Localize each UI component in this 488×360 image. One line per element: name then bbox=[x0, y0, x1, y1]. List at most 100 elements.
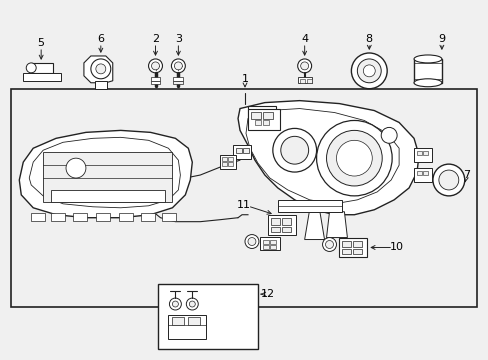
Bar bbox=[247, 105, 275, 125]
Bar bbox=[270, 227, 279, 231]
Bar bbox=[222, 157, 226, 161]
Text: 12: 12 bbox=[260, 289, 274, 299]
Circle shape bbox=[171, 59, 185, 73]
Polygon shape bbox=[238, 100, 418, 215]
Bar bbox=[413, 59, 441, 83]
Bar bbox=[263, 121, 268, 125]
Circle shape bbox=[438, 170, 458, 190]
Bar bbox=[247, 109, 279, 130]
Bar bbox=[281, 218, 290, 225]
Bar bbox=[31, 63, 53, 73]
Bar bbox=[96, 213, 109, 221]
Bar bbox=[299, 79, 304, 83]
Circle shape bbox=[172, 301, 178, 307]
Circle shape bbox=[326, 130, 382, 186]
Bar bbox=[236, 148, 242, 153]
Bar bbox=[342, 240, 351, 247]
Ellipse shape bbox=[413, 79, 441, 87]
Circle shape bbox=[151, 62, 159, 70]
Circle shape bbox=[432, 164, 464, 196]
Circle shape bbox=[96, 64, 105, 74]
Bar bbox=[353, 249, 362, 255]
Bar bbox=[413, 168, 431, 182]
Text: 2: 2 bbox=[152, 34, 159, 44]
Bar bbox=[95, 81, 106, 89]
Circle shape bbox=[186, 298, 198, 310]
Bar bbox=[416, 151, 421, 155]
Bar bbox=[11, 89, 476, 307]
Circle shape bbox=[336, 140, 371, 176]
Polygon shape bbox=[304, 210, 324, 239]
Circle shape bbox=[244, 235, 258, 248]
Text: 6: 6 bbox=[97, 34, 104, 44]
Bar bbox=[158, 284, 257, 349]
Bar bbox=[277, 200, 342, 212]
Text: 3: 3 bbox=[175, 34, 182, 44]
Circle shape bbox=[26, 63, 36, 73]
Text: 5: 5 bbox=[38, 38, 44, 48]
Circle shape bbox=[325, 240, 333, 248]
Text: 7: 7 bbox=[462, 170, 469, 180]
Bar bbox=[422, 171, 427, 175]
Circle shape bbox=[91, 59, 111, 79]
Text: 1: 1 bbox=[241, 74, 248, 84]
Bar bbox=[162, 213, 176, 221]
Bar bbox=[141, 213, 154, 221]
Polygon shape bbox=[29, 137, 180, 208]
Bar bbox=[260, 237, 279, 251]
Bar bbox=[297, 77, 311, 83]
Bar bbox=[168, 315, 206, 339]
Circle shape bbox=[363, 65, 374, 77]
Bar bbox=[306, 79, 311, 83]
Circle shape bbox=[316, 121, 391, 196]
Bar bbox=[173, 81, 183, 84]
Bar bbox=[31, 213, 45, 221]
Bar bbox=[73, 213, 87, 221]
Circle shape bbox=[381, 127, 396, 143]
Circle shape bbox=[357, 59, 381, 83]
Circle shape bbox=[148, 59, 162, 73]
Text: 9: 9 bbox=[437, 34, 445, 44]
Bar bbox=[220, 155, 236, 169]
Bar bbox=[413, 148, 431, 162]
Bar bbox=[119, 213, 132, 221]
Circle shape bbox=[322, 238, 336, 251]
Text: 8: 8 bbox=[365, 34, 372, 44]
Bar bbox=[23, 73, 61, 81]
Bar bbox=[227, 162, 233, 166]
Bar bbox=[233, 145, 250, 159]
Polygon shape bbox=[326, 212, 346, 238]
Bar bbox=[263, 246, 268, 249]
Bar bbox=[342, 249, 351, 255]
Bar bbox=[150, 77, 160, 81]
Circle shape bbox=[297, 59, 311, 73]
Bar bbox=[339, 238, 366, 257]
Bar bbox=[267, 215, 295, 235]
Bar bbox=[422, 151, 427, 155]
Bar bbox=[188, 317, 200, 325]
Bar bbox=[51, 190, 165, 202]
Bar bbox=[222, 162, 226, 166]
Bar bbox=[269, 246, 275, 249]
Circle shape bbox=[280, 136, 308, 164]
Circle shape bbox=[174, 62, 182, 70]
Text: 10: 10 bbox=[389, 243, 403, 252]
Bar bbox=[353, 240, 362, 247]
Bar bbox=[416, 171, 421, 175]
Polygon shape bbox=[19, 130, 192, 218]
Bar bbox=[227, 157, 233, 161]
Bar bbox=[254, 121, 261, 125]
Circle shape bbox=[247, 238, 255, 246]
Circle shape bbox=[300, 62, 308, 70]
Bar bbox=[281, 227, 290, 231]
Polygon shape bbox=[245, 109, 398, 204]
Text: 4: 4 bbox=[301, 34, 307, 44]
Circle shape bbox=[66, 158, 86, 178]
Circle shape bbox=[272, 129, 316, 172]
Circle shape bbox=[351, 53, 386, 89]
Bar bbox=[270, 218, 279, 225]
Bar bbox=[172, 317, 184, 325]
Bar bbox=[269, 239, 275, 244]
Circle shape bbox=[189, 301, 195, 307]
Text: 11: 11 bbox=[237, 200, 250, 210]
